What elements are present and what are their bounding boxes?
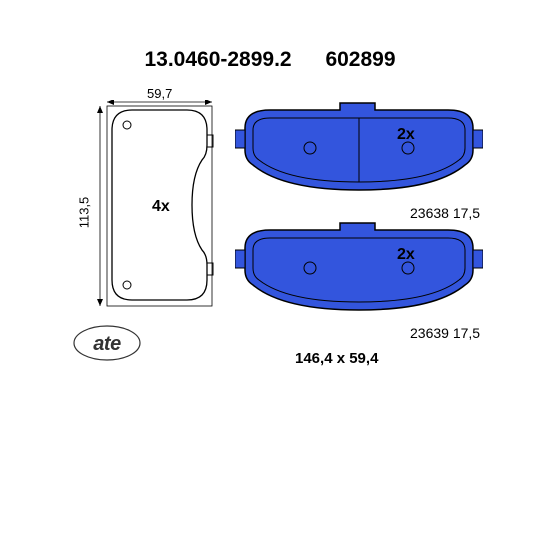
backplate-quantity: 4x: [152, 198, 170, 216]
pad-top-quantity: 2x: [397, 126, 415, 144]
brand-text: ate: [93, 333, 121, 355]
pad-top-reference: 23638 17,5: [410, 205, 480, 221]
pad-bottom: 2x: [235, 220, 483, 325]
pad-dimensions: 146,4 x 59,4: [295, 350, 378, 367]
brand-logo-svg: ate: [72, 324, 142, 362]
pad-top-svg: [235, 100, 483, 200]
brand-logo: ate: [72, 324, 142, 367]
ref-number: 602899: [325, 48, 395, 71]
backplate-svg: [52, 100, 227, 320]
pad-bottom-svg: [235, 220, 483, 320]
part-number: 13.0460-2899.2: [144, 48, 291, 71]
pad-bottom-reference: 23639 17,5: [410, 325, 480, 341]
header: 13.0460-2899.2 602899: [0, 48, 540, 72]
pad-top: 2x: [235, 100, 483, 205]
backplate-width-label: 59,7: [147, 86, 172, 101]
diagram-area: 59,7 113,5 4x: [0, 100, 540, 400]
pad-bottom-quantity: 2x: [397, 246, 415, 264]
